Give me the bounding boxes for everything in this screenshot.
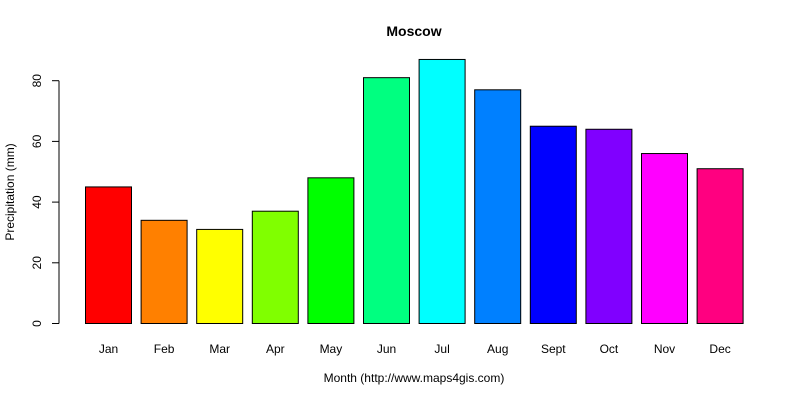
- x-tick-label: Aug: [487, 342, 508, 356]
- bar-jan: [85, 186, 132, 324]
- x-tick-label: Jun: [377, 342, 396, 356]
- bar-feb: [140, 219, 188, 324]
- bar-oct: [585, 128, 633, 324]
- x-tick-label: Jul: [434, 342, 449, 356]
- bar-mar: [196, 228, 244, 324]
- x-tick-label: Jan: [99, 342, 118, 356]
- y-tick-label: 0: [30, 320, 44, 327]
- x-tick-label: Mar: [209, 342, 230, 356]
- x-tick-label: Sept: [541, 342, 566, 356]
- y-tick-label: 40: [30, 195, 44, 209]
- bar-jul: [418, 58, 466, 325]
- bar-dec: [696, 168, 744, 324]
- bar-may: [307, 177, 355, 324]
- x-axis-tick-labels: Jan Feb Mar Apr May Jun Jul Aug Sept Oct Nov Dec: [99, 342, 731, 356]
- y-tick-label: 60: [30, 134, 44, 148]
- y-tick-label: 80: [30, 74, 44, 88]
- bar-apr: [251, 210, 299, 324]
- x-tick-label: Nov: [654, 342, 675, 356]
- x-tick-label: Feb: [154, 342, 175, 356]
- x-tick-label: Dec: [709, 342, 730, 356]
- y-tick-label: 20: [30, 256, 44, 270]
- x-tick-label: Apr: [266, 342, 285, 356]
- chart-title: Moscow: [386, 23, 441, 39]
- bar-jun: [363, 77, 410, 325]
- y-axis-label: Precipitation (mm): [3, 143, 17, 240]
- x-axis-label: Month (http://www.maps4gis.com): [324, 371, 505, 385]
- bar-sept: [529, 125, 577, 324]
- y-axis: 0 20 40 60 80: [30, 74, 60, 327]
- bars: [85, 58, 744, 325]
- x-tick-label: Oct: [600, 342, 619, 356]
- x-tick-label: May: [320, 342, 343, 356]
- bar-nov: [641, 153, 688, 324]
- bar-aug: [474, 89, 522, 325]
